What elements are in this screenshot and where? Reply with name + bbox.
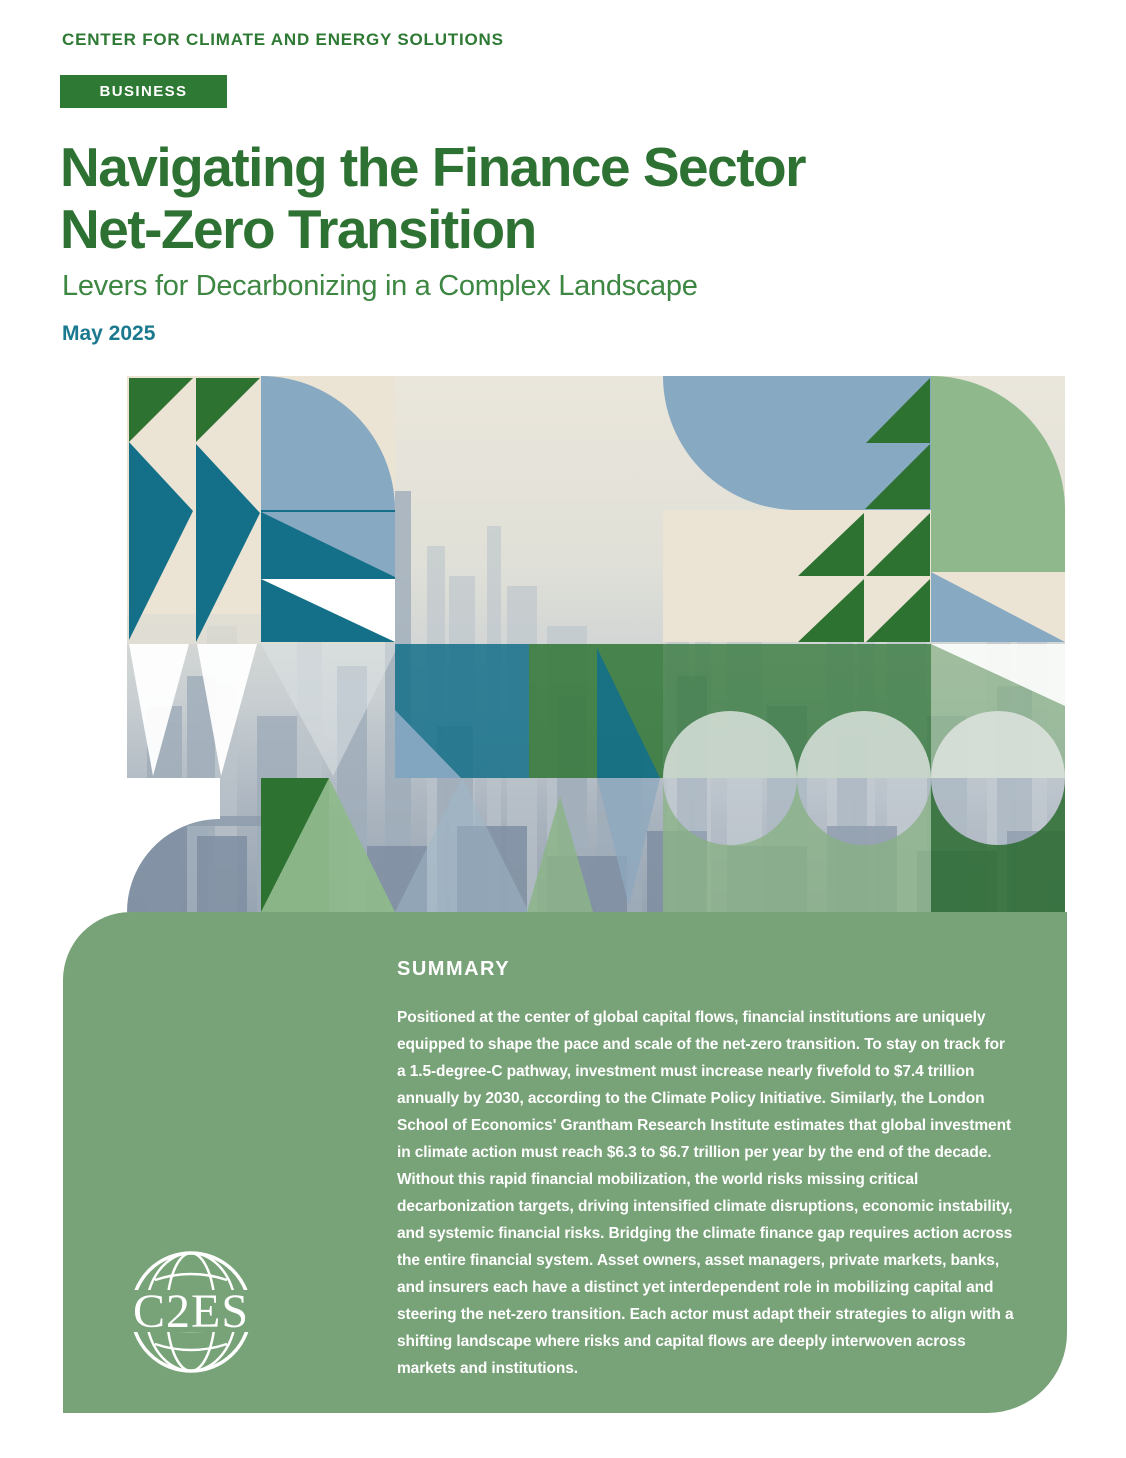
summary-panel: SUMMARY Positioned at the center of glob… [63,912,1067,1413]
hero-collage-image [127,376,1065,912]
geometric-overlay [127,376,1065,912]
report-subtitle: Levers for Decarbonizing in a Complex La… [62,270,698,302]
hero-collage-svg [127,376,1065,912]
summary-body: Positioned at the center of global capit… [397,1009,1014,1377]
report-title-line2: Net-Zero Transition [60,198,537,260]
logo-text-band [129,1290,253,1332]
report-title-line1: Navigating the Finance Sector [60,136,807,198]
publication-date: May 2025 [62,322,156,345]
logo-text: C2ES [133,1285,249,1338]
category-badge-label: BUSINESS [99,83,188,100]
summary-heading: SUMMARY [397,958,511,980]
c2es-logo: C2ES [129,1251,253,1373]
report-title: Navigating the Finance Sector Net-Zero Tr… [60,136,807,260]
org-name: CENTER FOR CLIMATE AND ENERGY SOLUTIONS [62,30,504,49]
category-badge: BUSINESS [60,75,227,108]
